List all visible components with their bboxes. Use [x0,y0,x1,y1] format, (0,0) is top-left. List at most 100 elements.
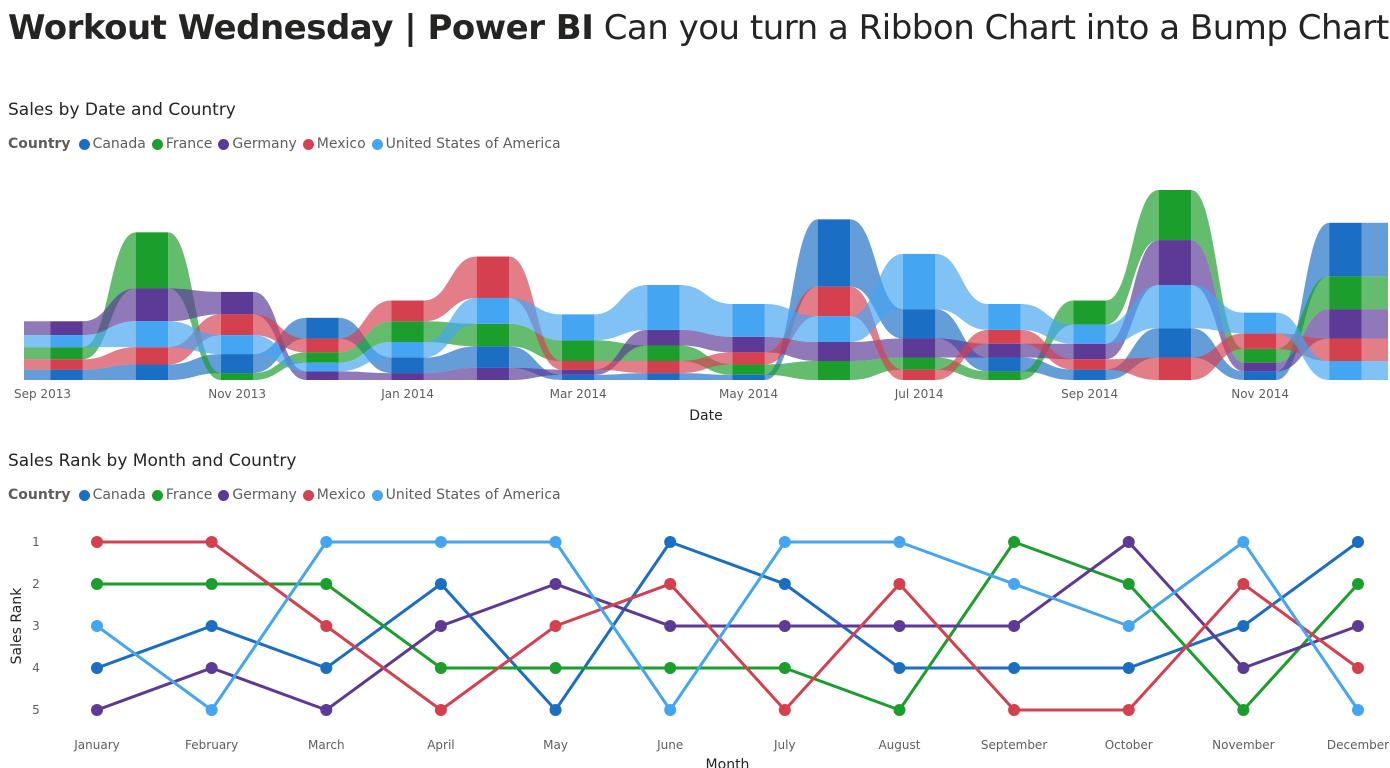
bump-legend-item-mexico[interactable]: Mexico [302,487,366,503]
ribbon-band-united-states-of-america[interactable] [1020,304,1074,344]
ribbon-band-france[interactable] [1191,190,1244,363]
ribbon-column-canada[interactable] [647,373,680,380]
bump-legend-item-germany[interactable]: Germany [218,487,297,503]
bump-point-canada[interactable] [664,536,677,548]
ribbon-column-canada[interactable] [561,374,595,380]
ribbon-column-germany[interactable] [1073,343,1106,360]
bump-point-canada[interactable] [1352,536,1364,548]
ribbon-band-germany[interactable] [423,367,477,380]
bump-line-france[interactable] [97,540,1360,713]
bump-point-canada[interactable] [893,662,906,674]
ribbon-band-germany[interactable] [679,329,733,353]
ribbon-column-germany[interactable] [1158,240,1192,285]
ribbon-column-united-states-of-america[interactable] [647,285,680,330]
bump-point-mexico[interactable] [1352,662,1364,674]
ribbon-column-united-states-of-america[interactable] [1158,285,1192,329]
ribbon-band-united-states-of-america[interactable] [679,285,733,337]
ribbon-column-united-states-of-america[interactable] [135,321,169,348]
bump-chart[interactable]: 1 2 3 4 5 Sales Rank January February March April… [0,518,1390,768]
bump-point-united-states-of-america[interactable] [1008,578,1021,590]
ribbon-column-germany[interactable] [817,342,851,361]
bump-point-canada[interactable] [1237,620,1250,632]
ribbon-band-germany[interactable] [168,288,221,322]
ribbon-legend-item-france[interactable]: France [151,136,212,152]
ribbon-column-canada[interactable] [902,309,936,339]
ribbon-column-united-states-of-america[interactable] [1329,361,1362,380]
bump-point-france[interactable] [1352,578,1364,590]
bump-point-germany[interactable] [893,620,906,632]
ribbon-column-mexico[interactable] [391,300,424,322]
ribbon-column-mexico[interactable] [902,369,936,380]
ribbon-legend-item-mexico[interactable]: Mexico [302,136,366,152]
ribbon-column-united-states-of-america[interactable] [476,297,510,324]
ribbon-column-germany[interactable] [391,373,424,380]
ribbon-column-france[interactable] [647,345,680,361]
ribbon-band-canada[interactable] [423,346,477,374]
bump-point-canada[interactable] [549,704,562,716]
ribbon-band-france[interactable] [82,232,136,360]
ribbon-band-canada[interactable] [1276,222,1330,380]
ribbon-band-france[interactable] [764,361,818,380]
bump-point-france[interactable] [664,662,677,674]
bump-point-germany[interactable] [91,704,103,716]
ribbon-band-canada[interactable] [679,373,733,380]
ribbon-band-canada[interactable] [509,346,562,380]
ribbon-column-france[interactable] [135,232,169,289]
bump-series-canada[interactable] [91,536,1364,716]
bump-line-united-states-of-america[interactable] [96,539,1360,713]
bump-legend-item-canada[interactable]: Canada [78,487,146,503]
ribbon-column-canada[interactable] [1243,371,1277,380]
bump-point-mexico[interactable] [893,578,906,590]
ribbon-legend-item-germany[interactable]: Germany [218,136,297,152]
bump-point-mexico[interactable] [1237,578,1250,590]
ribbon-band-united-states-of-america[interactable] [253,335,307,372]
ribbon-column-mexico[interactable] [817,286,851,317]
bump-point-france[interactable] [893,704,906,716]
bump-point-united-states-of-america[interactable] [1237,536,1250,548]
ribbon-column-france[interactable] [50,347,83,360]
ribbon-column-united-states-of-america[interactable] [220,335,254,355]
bump-point-mexico[interactable] [205,536,218,548]
ribbon-column-canada[interactable] [220,354,254,374]
bump-point-germany[interactable] [1352,620,1364,632]
bump-point-mexico[interactable] [778,704,791,716]
ribbon-band-united-states-of-america[interactable] [935,253,989,330]
ribbon-column-mexico[interactable] [988,329,1021,344]
ribbon-column-france[interactable] [1329,276,1362,310]
ribbon-column-united-states-of-america[interactable] [902,253,936,310]
ribbon-column-mexico[interactable] [1243,333,1277,349]
bump-point-united-states-of-america[interactable] [434,536,447,548]
bump-point-united-states-of-america[interactable] [1122,620,1135,632]
bump-point-germany[interactable] [778,620,791,632]
ribbon-column-canada[interactable] [50,369,83,380]
ribbon-legend-item-canada[interactable]: Canada [78,136,146,152]
ribbon-column-mexico[interactable] [732,352,765,365]
ribbon-band-france[interactable] [338,321,392,363]
ribbon-column-germany[interactable] [50,321,83,336]
ribbon-column-france[interactable] [561,340,595,361]
bump-legend-item-france[interactable]: France [151,487,212,503]
bump-point-canada[interactable] [434,578,447,590]
bump-series-france[interactable] [91,536,1364,716]
ribbon-column-canada[interactable] [135,364,169,380]
ribbon-band-united-states-of-america[interactable] [423,297,477,358]
bump-point-mexico[interactable] [664,578,677,590]
ribbon-column-mexico[interactable] [306,338,339,353]
ribbon-band-france[interactable] [935,357,989,380]
ribbon-column-france[interactable] [1073,300,1106,325]
ribbon-band-germany[interactable] [509,367,562,380]
bump-point-mexico[interactable] [1122,704,1135,716]
bump-point-france[interactable] [1008,536,1021,548]
ribbon-column-united-states-of-america[interactable] [391,342,424,358]
ribbon-column-mexico[interactable] [1329,338,1362,361]
ribbon-band-germany[interactable] [764,336,818,361]
ribbon-band-mexico[interactable] [594,361,648,374]
ribbon-column-canada[interactable] [1158,328,1192,358]
ribbon-column-united-states-of-america[interactable] [50,335,83,348]
ribbon-band-mexico[interactable] [253,314,307,353]
bump-point-germany[interactable] [549,578,562,590]
ribbon-column-france[interactable] [988,371,1021,380]
ribbon-band-united-states-of-america[interactable] [594,285,648,341]
ribbon-column-germany[interactable] [1243,362,1277,372]
ribbon-band-united-states-of-america[interactable] [764,304,818,342]
